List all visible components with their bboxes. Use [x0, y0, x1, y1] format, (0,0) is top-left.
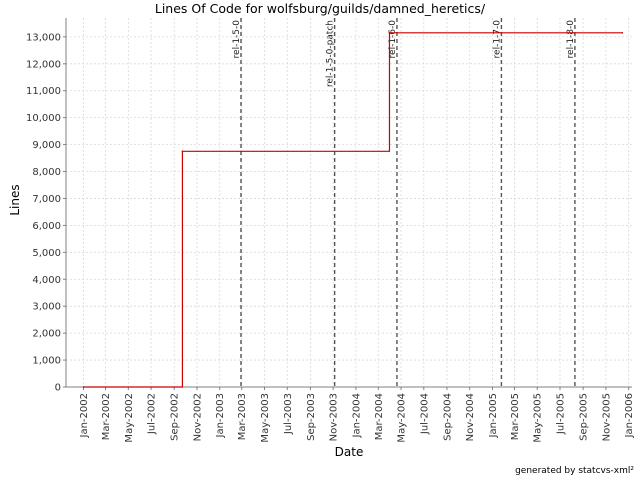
release-marker-label: rel-1-8-0: [566, 20, 576, 59]
x-tick-label: May-2003: [260, 393, 271, 443]
y-tick-label: 3,000: [32, 302, 61, 313]
x-tick-label: Sep-2003: [306, 393, 317, 441]
y-tick-label: 6,000: [32, 221, 61, 232]
release-marker-label: rel-1-6-0: [388, 20, 398, 59]
y-tick-label: 7,000: [32, 194, 61, 205]
x-tick-label: Jan-2006: [624, 393, 635, 438]
loc-data-point: [82, 386, 85, 388]
y-tick-label: 13,000: [26, 32, 61, 43]
loc-data-point: [388, 32, 391, 34]
plot-background: [66, 18, 632, 387]
y-tick-label: 4,000: [32, 275, 61, 286]
footer-credit: generated by statcvs-xml²: [515, 466, 634, 476]
x-tick-label: Jul-2003: [283, 393, 294, 435]
y-tick-label: 8,000: [32, 167, 61, 178]
y-tick-label: 2,000: [32, 329, 61, 340]
x-tick-label: Nov-2004: [465, 393, 476, 441]
plot-area: 0 1,000 2,000 3,000 4,000 5,000 6,000 7,000 8,00…: [26, 18, 635, 443]
y-tick-label: 11,000: [26, 86, 61, 97]
x-tick-label: Mar-2004: [374, 393, 385, 440]
y-tick-label: 12,000: [26, 59, 61, 70]
x-tick-label: Mar-2005: [510, 393, 521, 440]
x-tick-label: Sep-2002: [170, 393, 181, 441]
x-tick-label: Jan-2005: [488, 393, 499, 438]
x-tick-label: May-2004: [397, 393, 408, 443]
y-tick-label: 10,000: [26, 113, 61, 124]
x-tick-label: May-2005: [533, 393, 544, 443]
y-tick-label: 0: [55, 383, 61, 394]
x-tick-label: Nov-2003: [329, 393, 340, 441]
release-marker-label: rel-1-5-0-patch: [326, 20, 336, 87]
chart-title: Lines Of Code for wolfsburg/guilds/damne…: [155, 1, 486, 16]
x-axis-label: Date: [335, 445, 364, 459]
release-marker-label: rel-1-5-0: [232, 20, 242, 59]
x-tick-label: Sep-2004: [442, 393, 453, 441]
x-tick-label: Jan-2002: [79, 393, 90, 438]
x-tick-label: Mar-2003: [237, 393, 248, 440]
x-tick-label: Sep-2005: [579, 393, 590, 441]
x-tick-label: Jan-2004: [351, 393, 362, 438]
x-tick-label: Jul-2004: [419, 393, 430, 435]
loc-data-point: [621, 32, 624, 34]
y-axis-label: Lines: [8, 184, 22, 215]
x-tick-label: Mar-2002: [101, 393, 112, 440]
x-tick-label: Nov-2005: [601, 393, 612, 441]
x-tick-label: Nov-2002: [192, 393, 203, 441]
x-tick-label: Jan-2003: [215, 393, 226, 438]
loc-data-point: [181, 150, 184, 153]
x-tick-label: Jul-2005: [555, 393, 566, 435]
x-tick-label: May-2002: [124, 393, 135, 443]
y-tick-label: 9,000: [32, 140, 61, 151]
release-marker-label: rel-1-7-0: [492, 20, 502, 59]
loc-series-line: [83, 32, 623, 388]
y-tick-label: 5,000: [32, 248, 61, 259]
x-tick-label: Jul-2002: [147, 393, 158, 435]
y-tick-label: 1,000: [32, 356, 61, 367]
